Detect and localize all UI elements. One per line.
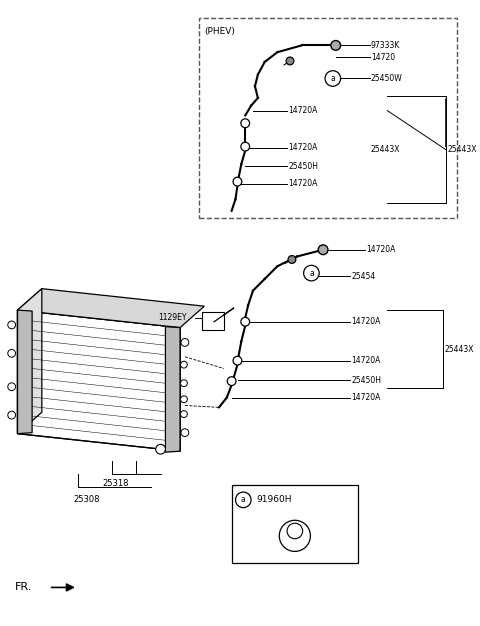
Text: a: a: [330, 74, 335, 83]
Text: 25443X: 25443X: [371, 145, 400, 154]
Text: 97333K: 97333K: [371, 41, 400, 50]
Circle shape: [180, 396, 187, 403]
Text: 14720A: 14720A: [288, 179, 317, 188]
Polygon shape: [17, 289, 204, 327]
Circle shape: [180, 361, 187, 368]
Circle shape: [318, 245, 328, 255]
Circle shape: [241, 119, 250, 128]
Text: 14720A: 14720A: [351, 393, 381, 402]
Text: 25443X: 25443X: [444, 344, 474, 354]
Text: 14720A: 14720A: [351, 356, 381, 365]
Polygon shape: [17, 310, 32, 434]
Circle shape: [181, 339, 189, 346]
Circle shape: [180, 411, 187, 418]
Bar: [203, 312, 224, 329]
Text: 14720A: 14720A: [288, 106, 317, 115]
Circle shape: [180, 380, 187, 387]
Bar: [232, 485, 358, 563]
Text: 25450H: 25450H: [288, 162, 318, 170]
Text: 25450H: 25450H: [351, 376, 381, 384]
Circle shape: [233, 177, 242, 186]
Text: 14720A: 14720A: [288, 143, 317, 152]
Circle shape: [288, 255, 296, 264]
Circle shape: [279, 520, 311, 552]
Circle shape: [241, 317, 250, 326]
Text: 25308: 25308: [73, 495, 99, 505]
Text: 1129EY: 1129EY: [158, 314, 187, 322]
Text: a: a: [309, 269, 314, 277]
Circle shape: [286, 57, 294, 65]
Circle shape: [287, 523, 303, 539]
Circle shape: [8, 383, 15, 391]
Text: 25450W: 25450W: [371, 74, 403, 83]
Text: 91960H: 91960H: [256, 495, 291, 505]
Circle shape: [233, 356, 242, 365]
Circle shape: [304, 265, 319, 281]
Text: 25454: 25454: [351, 272, 375, 280]
Circle shape: [236, 492, 251, 508]
Polygon shape: [166, 327, 180, 452]
Text: 14720A: 14720A: [366, 245, 395, 254]
Text: (PHEV): (PHEV): [204, 28, 235, 36]
Circle shape: [227, 377, 236, 386]
Circle shape: [8, 411, 15, 419]
Bar: [200, 18, 457, 218]
Circle shape: [331, 41, 341, 50]
Text: 25318: 25318: [102, 479, 129, 488]
Text: 25443X: 25443X: [448, 145, 477, 154]
Circle shape: [325, 71, 341, 86]
Circle shape: [181, 429, 189, 436]
Circle shape: [241, 142, 250, 151]
Text: 14720A: 14720A: [351, 317, 381, 326]
Polygon shape: [17, 289, 42, 434]
Polygon shape: [17, 310, 180, 451]
Circle shape: [8, 349, 15, 357]
Circle shape: [156, 444, 166, 454]
Text: a: a: [241, 495, 246, 505]
Text: 14720: 14720: [371, 53, 395, 61]
Circle shape: [8, 321, 15, 329]
Text: FR.: FR.: [14, 582, 32, 592]
